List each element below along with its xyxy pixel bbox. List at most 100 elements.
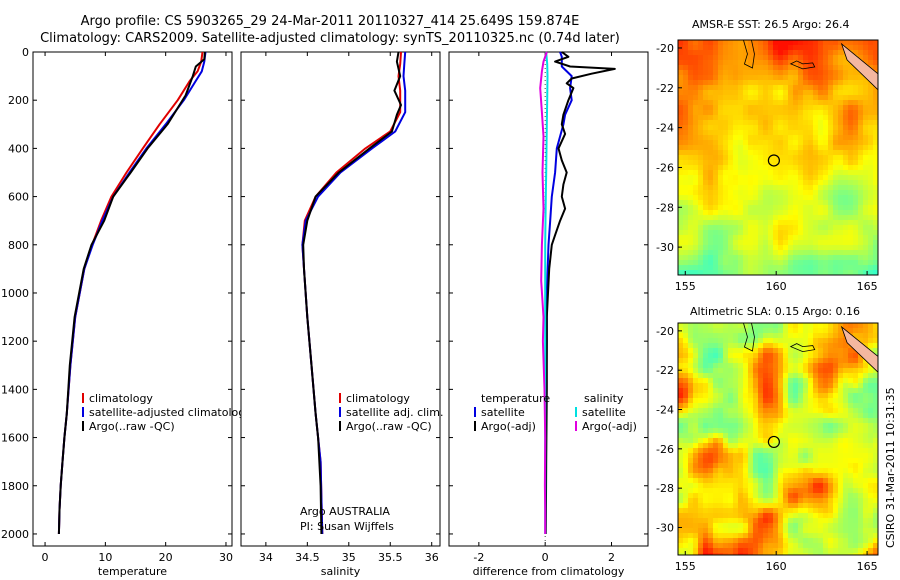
sst_map-cell bbox=[813, 270, 818, 275]
sst_map-cell bbox=[868, 190, 873, 195]
sst_map-cell bbox=[798, 55, 803, 60]
sst_map-cell bbox=[758, 70, 763, 75]
sst_map-cell bbox=[828, 215, 833, 220]
sla_map-cell bbox=[873, 408, 878, 413]
sst_map-cell bbox=[738, 200, 743, 205]
sst_map-cell bbox=[823, 50, 828, 55]
sst_map-cell bbox=[803, 245, 808, 250]
sla_map-cell bbox=[773, 493, 778, 498]
sla_map-cell bbox=[733, 548, 738, 553]
sst_map-cell bbox=[738, 185, 743, 190]
sst_map-cell bbox=[833, 205, 838, 210]
sst_map-cell bbox=[733, 105, 738, 110]
sst_map-cell bbox=[713, 125, 718, 130]
sst_map-cell bbox=[698, 215, 703, 220]
sla_map-cell bbox=[683, 438, 688, 443]
sst_map-cell bbox=[728, 145, 733, 150]
sst_map-cell bbox=[678, 270, 683, 275]
sst_map-cell bbox=[698, 160, 703, 165]
sla_map-cell bbox=[688, 523, 693, 528]
sst_map-cell bbox=[863, 145, 868, 150]
sst_map-cell bbox=[813, 135, 818, 140]
sla_map-cell bbox=[833, 513, 838, 518]
sst_map-cell bbox=[858, 230, 863, 235]
sla_map-cell bbox=[783, 498, 788, 503]
sla_map-cell bbox=[848, 443, 853, 448]
sla_map-cell bbox=[778, 538, 783, 543]
sst_map-cell bbox=[768, 55, 773, 60]
sst_map-cell bbox=[803, 190, 808, 195]
sla_map-cell bbox=[873, 348, 878, 353]
sla_map-cell bbox=[763, 518, 768, 523]
sla_map-cell bbox=[813, 528, 818, 533]
sst_map-cell bbox=[678, 175, 683, 180]
sla_map-cell bbox=[728, 348, 733, 353]
sla_map-cell bbox=[763, 368, 768, 373]
sst_map-cell bbox=[788, 235, 793, 240]
sla_map-cell bbox=[723, 388, 728, 393]
sla_map-cell bbox=[768, 438, 773, 443]
sla_map-cell bbox=[863, 423, 868, 428]
sla_map-cell bbox=[708, 358, 713, 363]
sst_map-cell bbox=[803, 105, 808, 110]
sla_map-cell bbox=[723, 493, 728, 498]
sla_map-cell bbox=[753, 373, 758, 378]
sst_map-cell bbox=[848, 220, 853, 225]
sla_map-cell bbox=[708, 548, 713, 553]
sla_map-cell bbox=[773, 353, 778, 358]
sst_map-cell bbox=[688, 145, 693, 150]
sla_map-cell bbox=[688, 488, 693, 493]
sla_map-cell bbox=[688, 368, 693, 373]
sst_map-cell bbox=[853, 165, 858, 170]
salinity-frame bbox=[240, 51, 441, 547]
sst_map-cell bbox=[783, 175, 788, 180]
sla_map-cell bbox=[703, 358, 708, 363]
sst_map-cell bbox=[783, 45, 788, 50]
sst_map-cell bbox=[763, 270, 768, 275]
sla_map-cell bbox=[793, 323, 798, 328]
sst_map-cell bbox=[728, 45, 733, 50]
sst_map-cell bbox=[813, 215, 818, 220]
sla_map-cell bbox=[728, 323, 733, 328]
sst_map-cell bbox=[768, 95, 773, 100]
sla_map-cell bbox=[843, 398, 848, 403]
sst_map-cell bbox=[743, 105, 748, 110]
sst_map-cell bbox=[773, 125, 778, 130]
sst_map-cell bbox=[728, 200, 733, 205]
sst_map-cell bbox=[688, 255, 693, 260]
sla_map-cell bbox=[843, 423, 848, 428]
sst_map-cell bbox=[698, 180, 703, 185]
sst_map-cell bbox=[703, 95, 708, 100]
sst_map-cell bbox=[838, 110, 843, 115]
sla_map-cell bbox=[748, 388, 753, 393]
sst_map-cell bbox=[693, 170, 698, 175]
sla_map-cell bbox=[743, 388, 748, 393]
sla_map-cell bbox=[808, 468, 813, 473]
sla_map-cell bbox=[788, 353, 793, 358]
sst_map-cell bbox=[748, 195, 753, 200]
sla_map-cell bbox=[753, 543, 758, 548]
sst_map-argo-marker bbox=[767, 154, 780, 167]
sla_map-cell bbox=[848, 508, 853, 513]
sla_map-cell bbox=[818, 393, 823, 398]
sla_map-cell bbox=[718, 358, 723, 363]
sla_map-cell bbox=[728, 448, 733, 453]
sla_map-cell bbox=[783, 358, 788, 363]
sst_map-cell bbox=[748, 75, 753, 80]
sst_map-cell bbox=[833, 80, 838, 85]
sst_map-cell bbox=[713, 265, 718, 270]
sst_map-cell bbox=[798, 125, 803, 130]
sst_map-cell bbox=[803, 55, 808, 60]
sla_map-cell bbox=[758, 478, 763, 483]
sla_map-cell bbox=[828, 413, 833, 418]
sla_map-cell bbox=[828, 433, 833, 438]
sla_map-cell bbox=[748, 493, 753, 498]
sla_map-cell bbox=[758, 458, 763, 463]
sst_map-cell bbox=[758, 235, 763, 240]
sla_map-cell bbox=[788, 488, 793, 493]
sst_map-cell bbox=[723, 60, 728, 65]
sst_map-cell bbox=[703, 165, 708, 170]
sst_map-cell bbox=[683, 125, 688, 130]
sla_map-cell bbox=[778, 358, 783, 363]
sla_map-cell bbox=[683, 483, 688, 488]
